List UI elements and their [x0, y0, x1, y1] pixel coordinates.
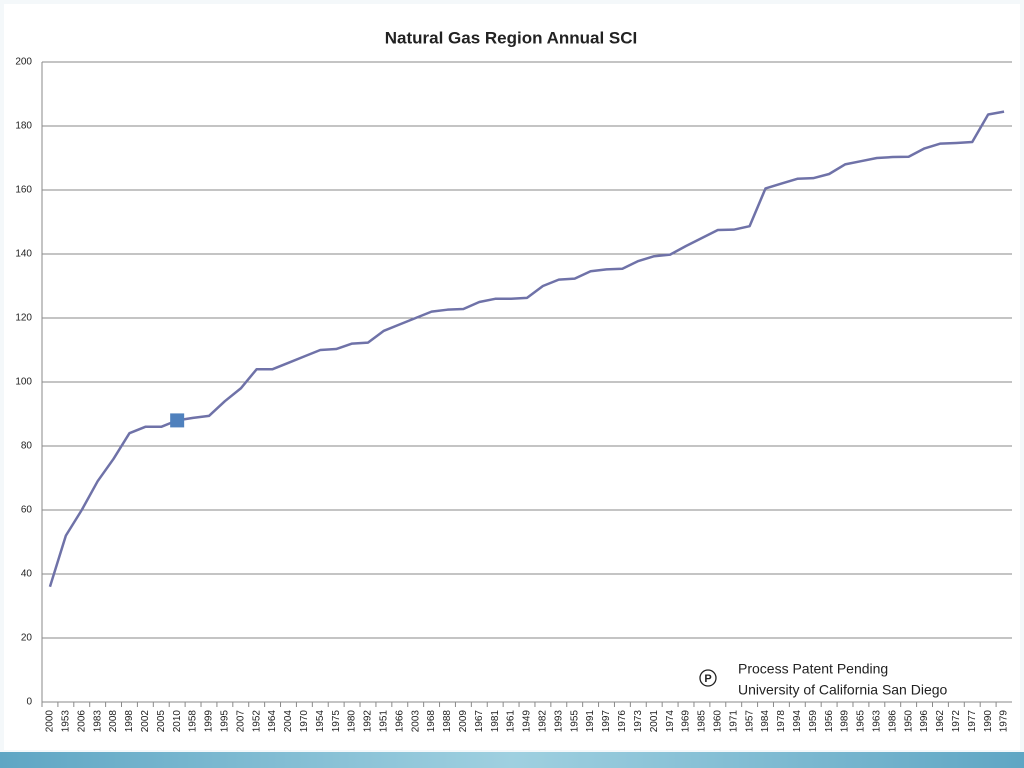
y-tick-label: 20 [21, 633, 33, 644]
x-tick-label: 2001 [649, 710, 660, 733]
patent-symbol [699, 669, 717, 687]
x-tick-label: 1975 [331, 710, 342, 733]
x-tick-label: 1976 [617, 710, 628, 733]
y-tick-label: 140 [15, 249, 32, 260]
y-tick-label: 120 [15, 313, 32, 324]
x-tick-label: 1960 [712, 710, 723, 733]
x-tick-label: 2006 [76, 710, 87, 733]
x-tick-label: 1996 [919, 710, 930, 733]
x-tick-label: 2009 [458, 710, 469, 733]
x-tick-label: 1992 [363, 710, 374, 733]
x-tick-label: 1957 [744, 710, 755, 733]
x-tick-label: 1980 [347, 710, 358, 733]
x-tick-label: 1985 [697, 710, 708, 733]
x-tick-label: 1997 [601, 710, 612, 733]
y-tick-label: 0 [26, 697, 32, 708]
x-tick-label: 1993 [553, 710, 564, 733]
x-tick-label: 1951 [379, 710, 390, 733]
patent-letter: P [704, 673, 711, 685]
x-tick-label: 2007 [235, 710, 246, 733]
x-tick-label: 1978 [776, 710, 787, 733]
y-tick-label: 60 [21, 505, 33, 516]
x-tick-label: 1977 [967, 710, 978, 733]
x-tick-label: 1968 [426, 710, 437, 733]
x-tick-label: 1956 [824, 710, 835, 733]
x-tick-label: 2003 [410, 710, 421, 733]
x-tick-label: 1950 [903, 710, 914, 733]
x-tick-label: 1955 [569, 710, 580, 733]
x-tick-label: 2002 [140, 710, 151, 733]
x-tick-label: 1971 [728, 710, 739, 733]
x-tick-label: 1999 [204, 710, 215, 733]
x-tick-label: 1994 [792, 710, 803, 733]
x-tick-label: 1958 [188, 710, 199, 733]
x-tick-label: 1991 [585, 710, 596, 733]
y-tick-label: 180 [15, 121, 32, 132]
x-tick-label: 1986 [887, 710, 898, 733]
x-tick-label: 1970 [299, 710, 310, 733]
x-tick-label: 1990 [983, 710, 994, 733]
x-tick-label: 2008 [108, 710, 119, 733]
x-tick-label: 1966 [394, 710, 405, 733]
x-tick-label: 1995 [220, 710, 231, 733]
x-tick-label: 1959 [808, 710, 819, 733]
x-tick-label: 1981 [490, 710, 501, 733]
x-tick-label: 2000 [45, 710, 56, 733]
y-tick-label: 40 [21, 569, 33, 580]
x-tick-label: 1965 [856, 710, 867, 733]
x-tick-label: 1979 [999, 710, 1010, 733]
x-tick-label: 1973 [633, 710, 644, 733]
x-tick-label: 1989 [840, 710, 851, 733]
y-tick-label: 100 [15, 377, 32, 388]
annotation: University of California San Diego [738, 682, 948, 698]
x-tick-label: 1984 [760, 710, 771, 733]
x-tick-label: 1962 [935, 710, 946, 733]
chart-title: Natural Gas Region Annual SCI [385, 28, 638, 47]
x-tick-label: 1967 [474, 710, 485, 733]
x-tick-label: 1964 [267, 710, 278, 733]
chart-area [4, 4, 1020, 750]
annotation: Process Patent Pending [738, 661, 888, 677]
x-tick-label: 1988 [442, 710, 453, 733]
x-tick-label: 1953 [60, 710, 71, 733]
x-tick-label: 1954 [315, 710, 326, 733]
x-tick-label: 1983 [92, 710, 103, 733]
x-tick-label: 1952 [251, 710, 262, 733]
x-tick-label: 1961 [506, 710, 517, 733]
x-tick-label: 2004 [283, 710, 294, 733]
highlight-marker [170, 413, 185, 428]
y-tick-label: 200 [15, 57, 32, 68]
footer-bar [0, 752, 1024, 768]
series-line [48, 110, 1005, 588]
x-tick-label: 1972 [951, 710, 962, 733]
x-tick-label: 1982 [538, 710, 549, 733]
x-tick-label: 2005 [156, 710, 167, 733]
y-tick-label: 80 [21, 441, 33, 452]
y-tick-label: 160 [15, 185, 32, 196]
x-tick-label: 1998 [124, 710, 135, 733]
x-tick-label: 2010 [172, 710, 183, 733]
x-tick-label: 1949 [522, 710, 533, 733]
x-tick-label: 1974 [665, 710, 676, 733]
x-tick-label: 1969 [681, 710, 692, 733]
x-tick-label: 1963 [871, 710, 882, 733]
